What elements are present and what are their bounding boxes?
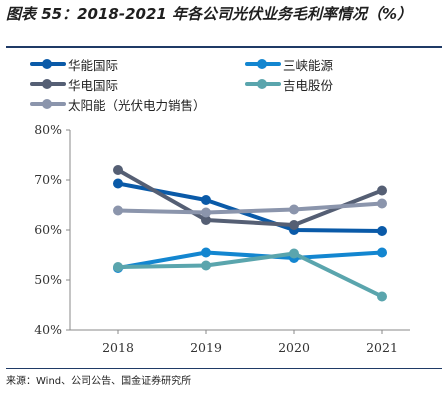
series-4-point-0 [113,205,123,216]
series-0-point-3 [377,226,387,236]
series-4-point-3 [377,198,387,209]
y-tick-label: 80% [34,122,62,137]
legend-marker-3 [257,79,267,89]
legend-marker-4 [42,99,52,109]
source-note: 来源：Wind、公司公告、国金证券研究所 [6,376,192,387]
legend-label-1: 三峡能源 [283,57,334,73]
x-tick-label: 2018 [102,340,134,355]
y-tick-label: 50% [34,272,62,287]
y-tick-label: 70% [34,172,62,187]
chart-legend: 华能国际 三峡能源 华电国际 吉电股份 太阳能（光伏电力销售） [0,54,447,114]
series-3-point-1 [201,260,211,271]
series-0-point-1 [201,195,211,205]
legend-item-4: 太阳能（光伏电力销售） [30,94,206,114]
legend-label-0: 华能国际 [68,57,119,73]
legend-swatch-2 [30,79,66,89]
legend-label-4: 太阳能（光伏电力销售） [68,97,206,113]
x-tick-label: 2019 [190,340,222,355]
legend-swatch-0 [30,59,66,69]
legend-marker-1 [257,59,267,69]
y-tick-label: 60% [34,222,62,237]
series-2-point-3 [377,185,387,196]
source-rule [6,368,442,369]
legend-item-3: 吉电股份 [245,74,333,94]
series-0-point-0 [113,178,123,189]
x-tick-label: 2020 [278,340,310,355]
x-tick-label: 2021 [366,340,398,355]
legend-swatch-4 [30,99,66,109]
series-2-point-1 [201,215,211,225]
series-3-point-0 [113,262,123,272]
series-line-1 [116,250,384,270]
series-4-point-1 [201,207,211,218]
title-rule [6,46,442,48]
legend-swatch-3 [245,79,281,89]
series-line-0 [116,181,384,233]
y-tick-label: 40% [34,322,62,337]
series-2-point-2 [289,220,299,230]
series-1-point-3 [377,247,387,258]
series-line-4 [116,201,384,215]
legend-swatch-1 [245,59,281,69]
legend-item-2: 华电国际 [30,74,118,94]
figure-title: 图表 55：2018-2021 年各公司光伏业务毛利率情况（%） [6,5,413,23]
legend-marker-0 [42,59,52,69]
series-3-point-3 [377,291,387,302]
series-3-point-2 [289,248,299,259]
legend-marker-2 [42,79,52,89]
legend-item-0: 华能国际 [30,54,118,74]
series-1-point-1 [201,247,211,258]
series-4-point-2 [289,204,299,215]
series-2-point-0 [113,165,123,175]
legend-label-2: 华电国际 [68,77,119,93]
legend-item-1: 三峡能源 [245,54,333,74]
series-line-3 [116,251,384,299]
legend-label-3: 吉电股份 [283,77,334,93]
